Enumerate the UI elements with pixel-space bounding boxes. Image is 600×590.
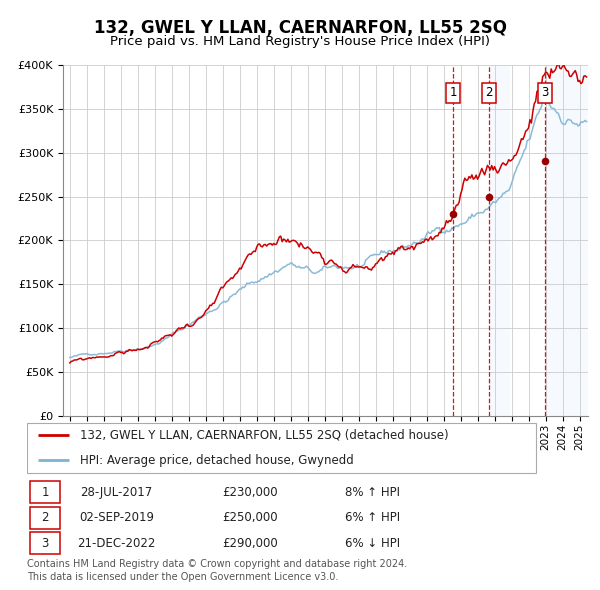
Text: Contains HM Land Registry data © Crown copyright and database right 2024.
This d: Contains HM Land Registry data © Crown c… [27, 559, 407, 582]
Bar [545, 65, 588, 416]
FancyBboxPatch shape [30, 481, 61, 503]
Text: 3: 3 [541, 87, 549, 100]
Text: 6% ↑ HPI: 6% ↑ HPI [346, 511, 401, 525]
Bar [489, 65, 510, 416]
Text: 132, GWEL Y LLAN, CAERNARFON, LL55 2SQ (detached house): 132, GWEL Y LLAN, CAERNARFON, LL55 2SQ (… [79, 429, 448, 442]
Text: 2: 2 [41, 511, 49, 525]
Text: HPI: Average price, detached house, Gwynedd: HPI: Average price, detached house, Gwyn… [79, 454, 353, 467]
Text: £230,000: £230,000 [223, 486, 278, 499]
FancyBboxPatch shape [27, 423, 536, 473]
FancyBboxPatch shape [30, 507, 61, 529]
Text: Price paid vs. HM Land Registry's House Price Index (HPI): Price paid vs. HM Land Registry's House … [110, 35, 490, 48]
Text: 8% ↑ HPI: 8% ↑ HPI [346, 486, 400, 499]
Text: £250,000: £250,000 [223, 511, 278, 525]
Text: 3: 3 [41, 537, 49, 550]
Text: 21-DEC-2022: 21-DEC-2022 [77, 537, 155, 550]
Text: 2: 2 [485, 87, 493, 100]
Text: 1: 1 [449, 87, 457, 100]
Text: 132, GWEL Y LLAN, CAERNARFON, LL55 2SQ: 132, GWEL Y LLAN, CAERNARFON, LL55 2SQ [94, 19, 506, 37]
Text: 28-JUL-2017: 28-JUL-2017 [80, 486, 152, 499]
Text: 1: 1 [41, 486, 49, 499]
FancyBboxPatch shape [30, 532, 61, 555]
Text: £290,000: £290,000 [223, 537, 278, 550]
Text: 6% ↓ HPI: 6% ↓ HPI [346, 537, 401, 550]
Text: 02-SEP-2019: 02-SEP-2019 [79, 511, 154, 525]
